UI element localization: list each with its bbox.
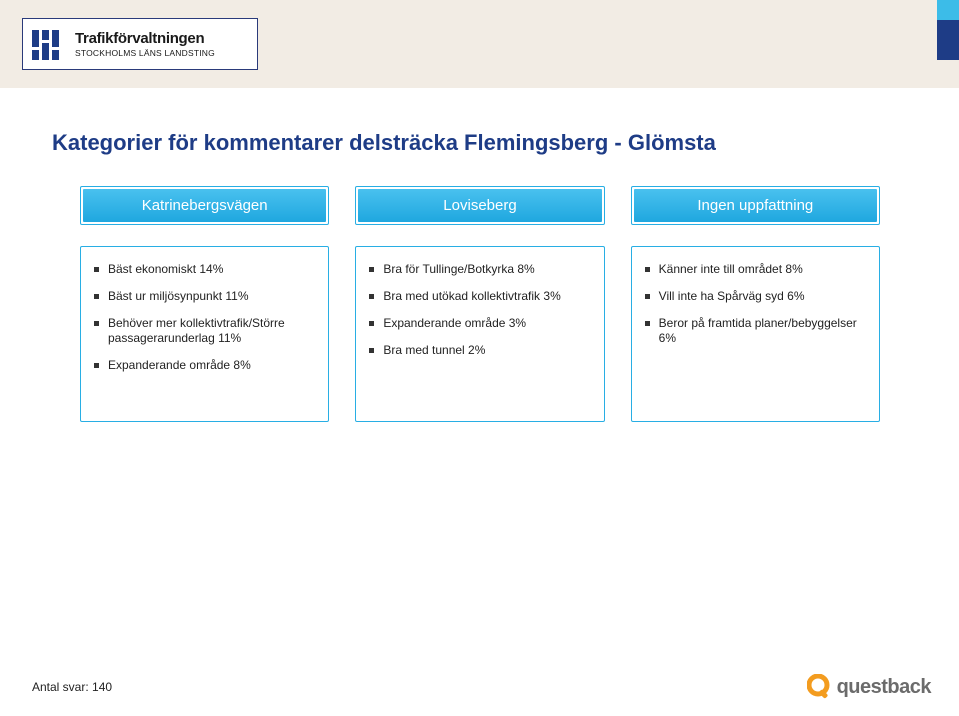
list-item: Behöver mer kollektivtrafik/Större passa… (94, 316, 315, 346)
list-item-text: Känner inte till området 8% (659, 262, 803, 276)
list-item: Beror på framtida planer/bebyggelser 6% (645, 316, 866, 346)
list-item-text: Bra med utökad kollektivtrafik 3% (383, 289, 560, 303)
list-item-text: Bra för Tullinge/Botkyrka 8% (383, 262, 534, 276)
list-item-text: Expanderande område 3% (383, 316, 526, 330)
questback-logo: questback (807, 674, 931, 700)
bullet-icon (369, 348, 374, 353)
list-item: Expanderande område 8% (94, 358, 315, 373)
list-item: Bra med tunnel 2% (369, 343, 590, 358)
card-body: Bra för Tullinge/Botkyrka 8% Bra med utö… (359, 250, 600, 418)
list-item: Bäst ekonomiskt 14% (94, 262, 315, 277)
card-body: Bäst ekonomiskt 14% Bäst ur miljösynpunk… (84, 250, 325, 418)
organisation-logo: Trafikförvaltningen STOCKHOLMS LÄNS LAND… (22, 18, 258, 70)
list-item: Vill inte ha Spårväg syd 6% (645, 289, 866, 304)
corner-blocks (937, 0, 959, 60)
list-item: Bra med utökad kollektivtrafik 3% (369, 289, 590, 304)
list-item: Bra för Tullinge/Botkyrka 8% (369, 262, 590, 277)
trafik-logo-icon (29, 24, 69, 64)
list-item-text: Expanderande område 8% (108, 358, 251, 372)
column-headers-row: Katrinebergsvägen Loviseberg Ingen uppfa… (80, 186, 880, 225)
list-item-text: Beror på framtida planer/bebyggelser 6% (659, 316, 857, 345)
bullet-icon (369, 321, 374, 326)
list-item-text: Vill inte ha Spårväg syd 6% (659, 289, 805, 303)
logo-line1: Trafikförvaltningen (75, 30, 215, 47)
bullet-icon (94, 294, 99, 299)
corner-block-3 (937, 40, 959, 60)
bullet-icon (94, 363, 99, 368)
column-header-label: Loviseberg (358, 189, 601, 222)
questback-mark-icon (807, 674, 833, 700)
column-header-label: Ingen uppfattning (634, 189, 877, 222)
card-body: Känner inte till området 8% Vill inte ha… (635, 250, 876, 418)
column-header: Loviseberg (355, 186, 604, 225)
questback-wordmark: questback (837, 676, 931, 699)
list-item-text: Bra med tunnel 2% (383, 343, 485, 357)
response-count: Antal svar: 140 (32, 680, 112, 694)
list-item-text: Bäst ekonomiskt 14% (108, 262, 223, 276)
column-header: Ingen uppfattning (631, 186, 880, 225)
column-header-label: Katrinebergsvägen (83, 189, 326, 222)
list-item: Känner inte till området 8% (645, 262, 866, 277)
bullet-icon (645, 321, 650, 326)
corner-block-1 (937, 0, 959, 20)
list-item: Expanderande område 3% (369, 316, 590, 331)
page-title: Kategorier för kommentarer delsträcka Fl… (52, 130, 716, 156)
column-header: Katrinebergsvägen (80, 186, 329, 225)
bullet-icon (369, 294, 374, 299)
bullet-icon (94, 267, 99, 272)
column-cards-row: Bäst ekonomiskt 14% Bäst ur miljösynpunk… (80, 246, 880, 422)
column-card: Bra för Tullinge/Botkyrka 8% Bra med utö… (355, 246, 604, 422)
corner-block-2 (937, 20, 959, 40)
bullet-icon (369, 267, 374, 272)
list-item: Bäst ur miljösynpunkt 11% (94, 289, 315, 304)
column-card: Bäst ekonomiskt 14% Bäst ur miljösynpunk… (80, 246, 329, 422)
column-card: Känner inte till området 8% Vill inte ha… (631, 246, 880, 422)
bullet-icon (94, 321, 99, 326)
list-item-text: Bäst ur miljösynpunkt 11% (108, 289, 249, 303)
logo-text: Trafikförvaltningen STOCKHOLMS LÄNS LAND… (75, 30, 215, 58)
bullet-icon (645, 267, 650, 272)
bullet-icon (645, 294, 650, 299)
list-item-text: Behöver mer kollektivtrafik/Större passa… (108, 316, 285, 345)
logo-line2: STOCKHOLMS LÄNS LANDSTING (75, 48, 215, 58)
slide-page: Trafikförvaltningen STOCKHOLMS LÄNS LAND… (0, 0, 959, 716)
